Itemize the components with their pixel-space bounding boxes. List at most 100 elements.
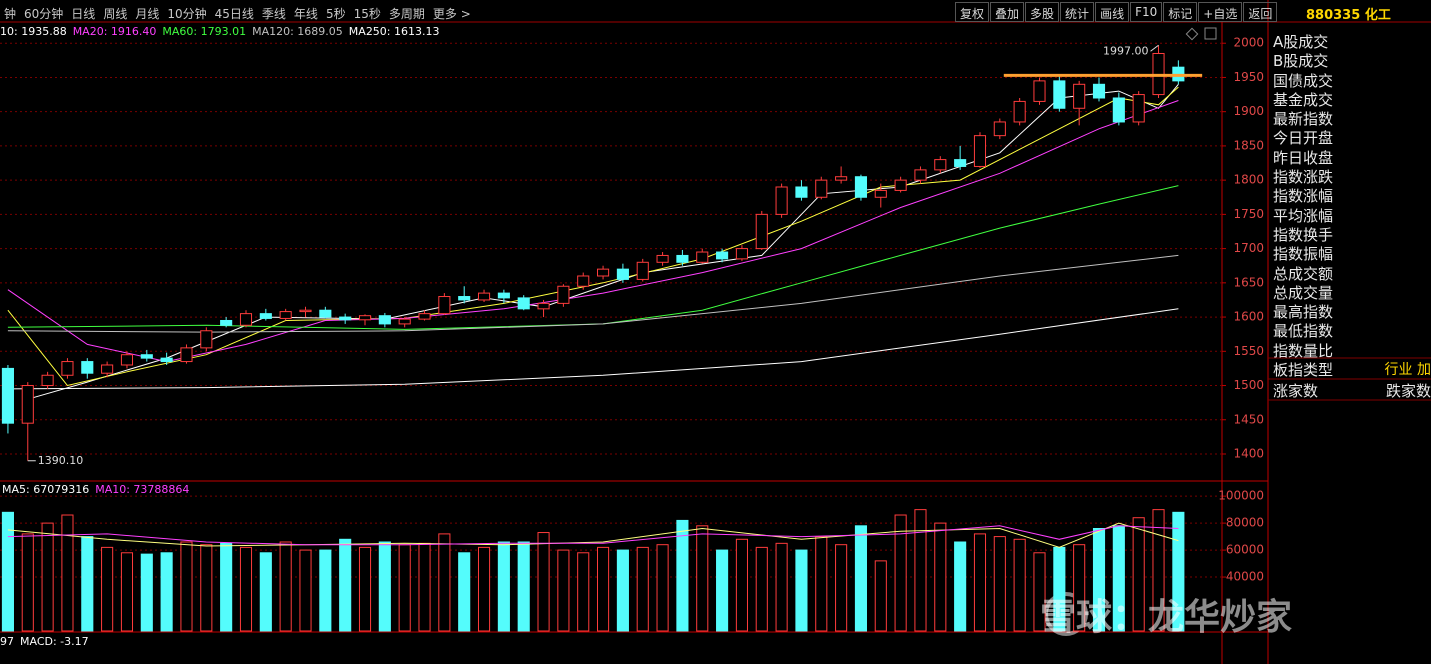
candle-body — [458, 296, 471, 301]
panel-item: 国债成交 — [1273, 71, 1334, 90]
legend-entry: 97 — [0, 635, 14, 648]
volume-bar — [21, 533, 34, 632]
candle-body — [180, 347, 193, 363]
volume-bar — [299, 549, 312, 632]
candle-body — [993, 121, 1006, 137]
volume-bar — [914, 509, 927, 632]
candle-body — [656, 254, 669, 263]
ma-line — [7, 525, 1179, 546]
volume-bar — [477, 546, 491, 632]
period-tab[interactable]: 更多 > — [432, 7, 471, 21]
y-tick-label: 80000 — [1226, 516, 1264, 530]
period-tab[interactable]: 60分钟 — [24, 7, 64, 21]
candle-body — [140, 354, 153, 359]
period-tab[interactable]: 季线 — [261, 7, 286, 21]
toolbar-button[interactable]: +自选 — [1198, 2, 1243, 22]
y-tick-label: 1800 — [1233, 173, 1264, 187]
period-tab[interactable]: 多周期 — [388, 7, 425, 21]
panel-item: B股成交 — [1273, 52, 1329, 71]
candle-body — [279, 311, 292, 319]
toolbar-button[interactable]: 叠加 — [990, 2, 1025, 22]
y-tick-label: 1450 — [1233, 412, 1264, 426]
period-tab[interactable]: 日线 — [71, 7, 96, 21]
period-tab[interactable]: 周线 — [103, 7, 128, 21]
volume-bar — [934, 522, 947, 632]
volume-bar — [140, 553, 153, 632]
legend-entry: MA20: 1916.40 — [72, 25, 157, 38]
period-tab[interactable]: 5秒 — [325, 7, 346, 21]
panel-item: 总成交额 — [1273, 264, 1334, 283]
candle-body — [894, 179, 907, 191]
period-tab[interactable]: 钟 — [4, 7, 17, 21]
candle-body — [716, 251, 729, 260]
y-tick-label: 1900 — [1233, 104, 1264, 118]
candle-body — [418, 313, 431, 320]
candle-body — [537, 302, 550, 310]
panel-item: 平均涨幅 — [1273, 206, 1334, 225]
toolbar-button[interactable]: 返回 — [1243, 2, 1278, 22]
y-tick-label: 1650 — [1233, 275, 1264, 289]
index-name: 化工 — [1364, 8, 1391, 23]
period-tab[interactable]: 月线 — [135, 7, 160, 21]
candle-body — [1013, 100, 1026, 123]
volume-bar — [1, 511, 14, 632]
toolbar-button[interactable]: 画线 — [1095, 2, 1130, 22]
period-tab[interactable]: 年线 — [293, 7, 318, 21]
candle-body — [220, 319, 233, 326]
volume-legend: MA5: 67079316 MA10: 73788864 — [2, 483, 195, 496]
toolbar-button[interactable]: 多股 — [1025, 2, 1060, 22]
period-tabs: 钟 60分钟 日线 周线 月线 10分钟 45日线 季线 年线 5秒 15秒 多周期 更多 > — [0, 2, 475, 22]
toolbar-button[interactable]: 统计 — [1060, 2, 1095, 22]
toolbar-button[interactable]: 复权 — [955, 2, 990, 22]
candle-body — [954, 159, 967, 167]
candle-body — [61, 361, 74, 376]
candle-body — [874, 189, 887, 198]
volume-bar — [279, 541, 292, 632]
period-tab[interactable]: 45日线 — [214, 7, 254, 21]
volume-bar — [1092, 528, 1106, 632]
volume-bar — [616, 549, 629, 632]
toolbar-button[interactable]: 标记 — [1163, 2, 1198, 22]
panel-item: 最高指数 — [1273, 303, 1334, 322]
candle-body — [378, 315, 391, 325]
volume-bar — [497, 541, 510, 632]
icon[interactable] — [1204, 27, 1217, 40]
volume-bar — [81, 536, 94, 632]
period-tab[interactable]: 15秒 — [353, 7, 381, 21]
macd-legend: 97 MACD: -3.17 — [0, 635, 95, 648]
panel-row: 板指类型 行业 加 — [1273, 359, 1431, 379]
volume-bar — [160, 552, 173, 632]
legend-entry: MACD: -3.17 — [20, 635, 89, 648]
candle-body — [477, 292, 491, 301]
candle-body — [200, 330, 213, 349]
toolbar-button[interactable]: F10 — [1130, 2, 1163, 22]
volume-bar — [517, 541, 530, 632]
candle-body — [438, 296, 451, 315]
icon[interactable] — [1185, 27, 1199, 41]
period-tab[interactable]: 10分钟 — [167, 7, 207, 21]
panel-item: 指数换手 — [1273, 225, 1334, 244]
candle-body — [21, 385, 34, 424]
row-label: 板指类型 — [1273, 361, 1334, 379]
candle-body — [398, 318, 411, 325]
candle-body — [299, 309, 312, 313]
candle-body — [676, 254, 689, 263]
volume-bar — [835, 544, 848, 632]
volume-bar — [1013, 538, 1026, 632]
candle-body — [1132, 94, 1145, 123]
volume-bar — [339, 538, 352, 632]
candle-body — [973, 135, 987, 167]
volume-bar — [874, 560, 887, 632]
legend-entry: MA10: 73788864 — [95, 483, 190, 496]
volume-bar — [795, 549, 808, 632]
candle-body — [557, 285, 570, 304]
legend-entry: 10: 1935.88 — [0, 25, 67, 38]
candle-body — [854, 176, 868, 198]
candle-body — [597, 268, 610, 277]
panel-item: 指数量比 — [1273, 341, 1334, 360]
volume-bar — [41, 522, 54, 632]
volume-bar — [993, 536, 1006, 632]
volume-bar — [557, 549, 570, 632]
candle-body — [41, 374, 54, 387]
candle-body — [815, 179, 828, 198]
